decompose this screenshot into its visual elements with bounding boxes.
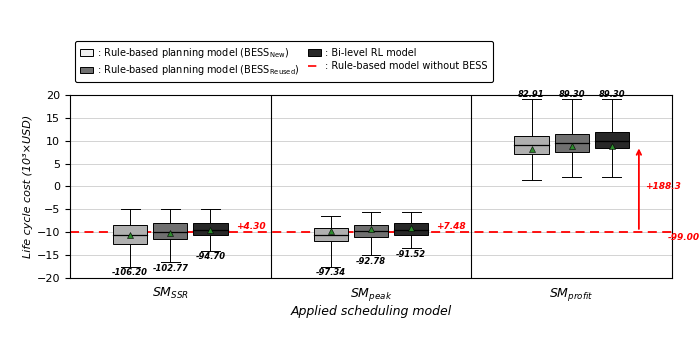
Legend: : Rule-based planning model (BESS$_{\mathregular{New}}$), : Rule-based planning : : Rule-based planning model (BESS$_{\mat… — [75, 41, 493, 82]
Text: $SM_{profit}$: $SM_{profit}$ — [550, 286, 594, 303]
Text: -99.00: -99.00 — [668, 233, 700, 242]
Text: 82.91: 82.91 — [518, 89, 545, 99]
Text: -94.70: -94.70 — [195, 252, 225, 261]
Bar — [514, 136, 549, 155]
Bar — [394, 223, 428, 235]
Text: -97.34: -97.34 — [316, 268, 346, 277]
Bar — [595, 132, 629, 147]
X-axis label: Applied scheduling model: Applied scheduling model — [290, 305, 452, 318]
Bar — [314, 228, 348, 241]
Bar — [193, 223, 228, 235]
Text: 89.30: 89.30 — [598, 89, 625, 99]
Bar — [113, 225, 147, 244]
Text: -92.78: -92.78 — [356, 257, 386, 266]
Text: 89.30: 89.30 — [559, 89, 585, 99]
Text: -91.52: -91.52 — [396, 250, 426, 259]
Text: +188.3: +188.3 — [645, 182, 681, 191]
Y-axis label: Life cycle cost (10³×USD): Life cycle cost (10³×USD) — [22, 115, 33, 258]
Bar — [153, 223, 188, 239]
Text: +4.30: +4.30 — [235, 222, 265, 231]
Text: +7.48: +7.48 — [436, 222, 466, 231]
Text: $SM_{SSR}$: $SM_{SSR}$ — [152, 286, 189, 301]
Text: -106.20: -106.20 — [112, 268, 148, 277]
Bar — [354, 225, 388, 237]
Bar — [554, 134, 589, 152]
Text: -102.77: -102.77 — [153, 264, 188, 273]
Text: $SM_{peak}$: $SM_{peak}$ — [350, 286, 392, 303]
